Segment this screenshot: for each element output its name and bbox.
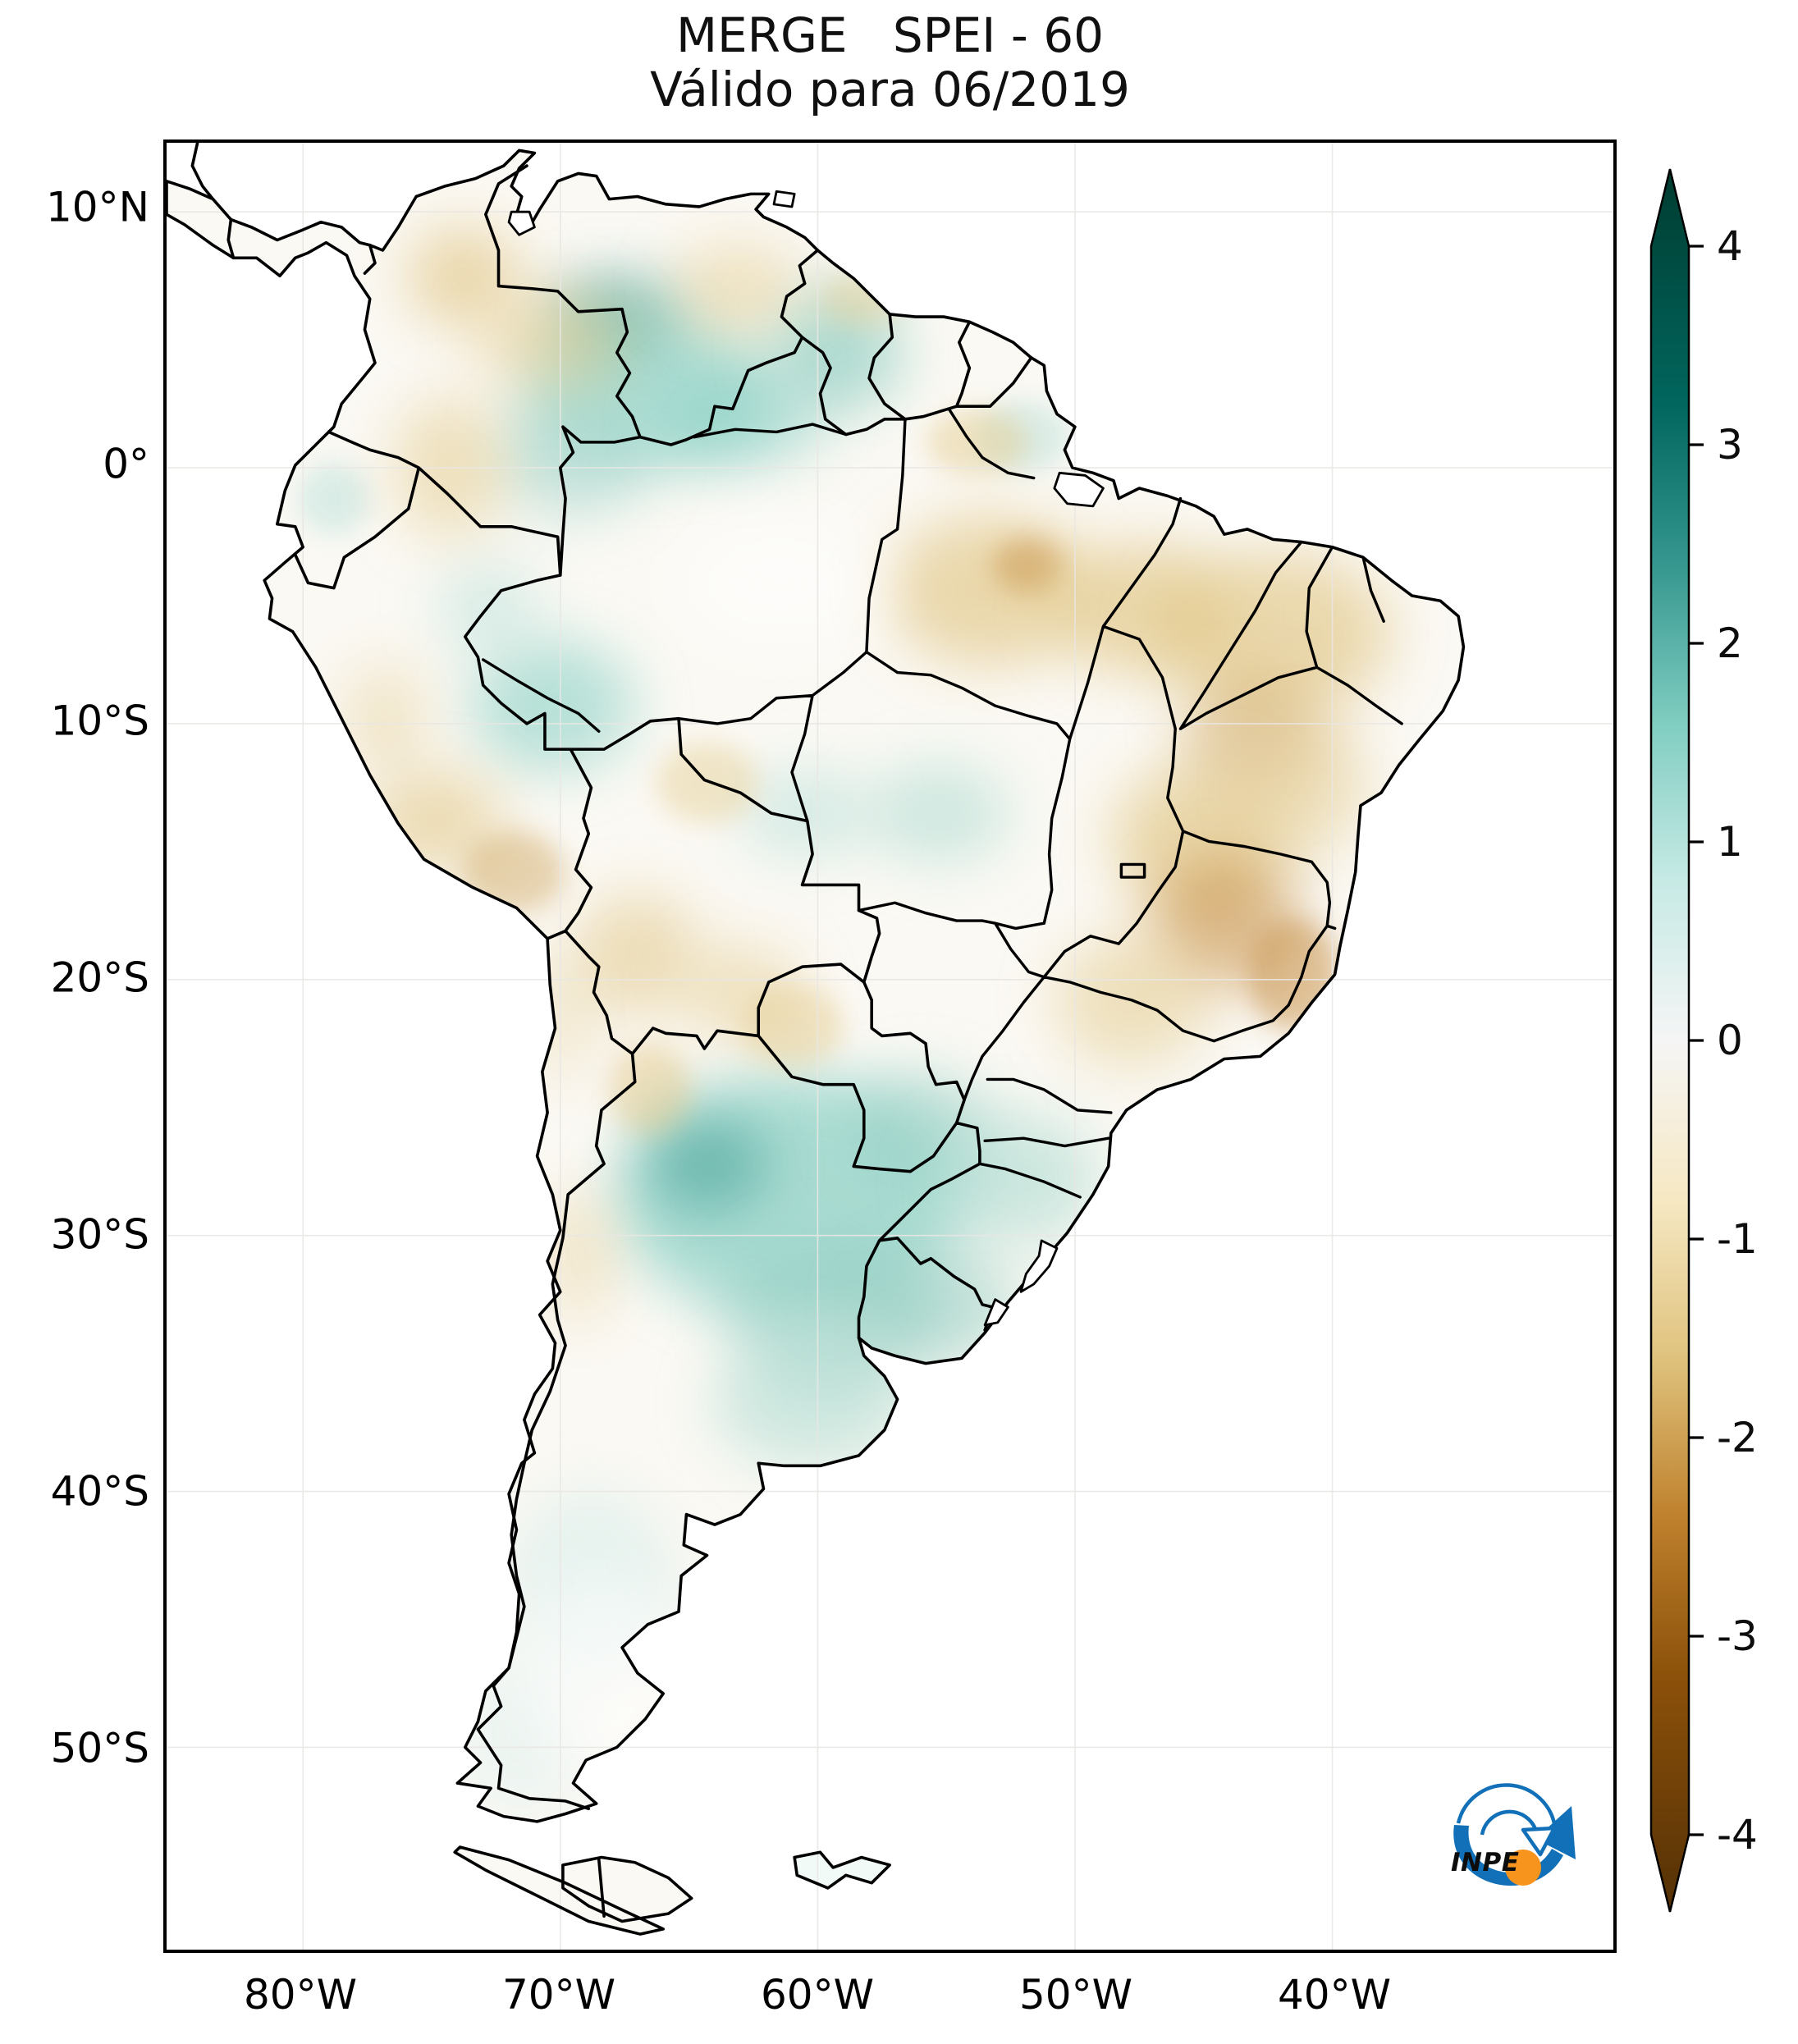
lon-tick-50w: 50°W <box>1018 1971 1133 2019</box>
colorbar-tick-labels: 4 3 2 1 0 -1 -2 -3 -4 <box>1717 222 1758 1859</box>
colorbar-gradient-bar <box>1649 168 1690 1913</box>
colorbar-label-2: 2 <box>1717 620 1743 667</box>
colorbar-label-1: 1 <box>1717 818 1743 866</box>
colorbar-label-4: 4 <box>1717 222 1743 270</box>
title-block: MERGE SPEI - 60 Válido para 06/2019 <box>163 8 1617 117</box>
logo-text: INPE <box>1451 1848 1519 1877</box>
lon-tick-70w: 70°W <box>501 1971 616 2019</box>
figure-title: MERGE SPEI - 60 <box>675 7 1105 63</box>
lat-tick-10n: 10°N <box>45 183 149 231</box>
lat-tick-10s: 10°S <box>50 697 149 745</box>
colorbar-label-m4: -4 <box>1717 1811 1758 1859</box>
colorbar-ticks <box>1689 245 1704 1836</box>
border-layer <box>167 143 1463 1936</box>
lon-tick-40w: 40°W <box>1277 1971 1392 2019</box>
lat-tick-40s: 40°S <box>50 1467 149 1516</box>
magellan-sliver-fill <box>455 1847 664 1935</box>
colorbar-label-m3: -3 <box>1717 1612 1758 1660</box>
lat-tick-0: 0° <box>103 440 149 488</box>
brazil-state-borders <box>481 407 1403 1199</box>
logo-hollow-arrow-icon <box>1521 1826 1557 1857</box>
lakes-and-islands <box>507 190 1105 1327</box>
colorbar-label-0: 0 <box>1717 1017 1743 1064</box>
colorbar-label-m1: -1 <box>1717 1215 1758 1263</box>
lon-tick-60w: 60°W <box>760 1971 875 2019</box>
inpe-logo-graphic: INPE <box>1451 1783 1576 1886</box>
land-layer <box>167 150 1464 1935</box>
country-borders <box>190 143 1033 1918</box>
south-america-map <box>167 143 1613 1950</box>
logo-inner-arc <box>1480 1809 1539 1836</box>
map-canvas <box>163 139 1617 1953</box>
lat-tick-50s: 50°S <box>50 1724 149 1772</box>
figure-subtitle: Válido para 06/2019 <box>650 62 1130 117</box>
colorbar: 4 3 2 1 0 -1 -2 -3 -4 <box>1649 168 1758 1913</box>
inpe-logo: INPE <box>1431 1779 1595 1902</box>
lat-tick-30s: 30°S <box>50 1210 149 1259</box>
island-chevron-fill <box>794 1852 890 1888</box>
lat-tick-20s: 20°S <box>50 953 149 1002</box>
lon-tick-80w: 80°W <box>243 1971 358 2019</box>
logo-orange-dot <box>1505 1850 1541 1886</box>
logo-arrow-icon <box>1535 1806 1576 1859</box>
colorbar-label-m2: -2 <box>1717 1414 1758 1461</box>
colorbar-label-3: 3 <box>1717 421 1743 469</box>
tierra-del-fuego-outline <box>453 1845 891 1936</box>
logo-outer-arc <box>1456 1783 1558 1829</box>
